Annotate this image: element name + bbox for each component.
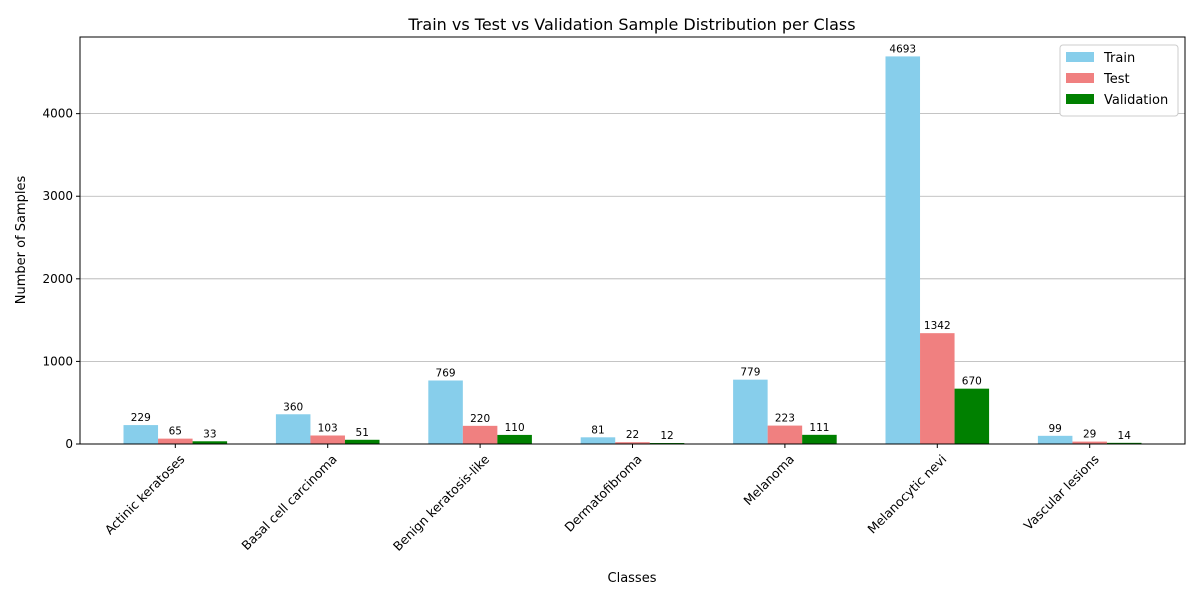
y-tick-label: 0: [65, 437, 73, 451]
y-tick-label: 2000: [42, 272, 73, 286]
chart-title: Train vs Test vs Validation Sample Distr…: [407, 15, 855, 34]
bar-value-label: 81: [591, 424, 604, 436]
bar-train: [428, 380, 463, 444]
bar-test: [1072, 441, 1107, 444]
legend-swatch-test: [1066, 73, 1094, 83]
bar-validation: [1106, 442, 1142, 444]
bar-value-label: 29: [1083, 429, 1096, 441]
bar-train: [580, 437, 616, 444]
bar-train: [123, 425, 159, 444]
bar-value-label: 670: [962, 376, 982, 388]
bar-train: [275, 414, 311, 444]
legend-swatch-train: [1066, 52, 1094, 62]
bar-value-label: 1342: [924, 320, 951, 332]
x-tick-label: Actinic keratoses: [102, 452, 188, 538]
bar-value-label: 22: [626, 429, 639, 441]
legend-label-validation: Validation: [1104, 93, 1168, 108]
x-tick-label: Vascular lesions: [1020, 452, 1101, 533]
bar-value-label: 99: [1048, 423, 1061, 435]
bar-value-label: 51: [356, 427, 369, 439]
legend-label-test: Test: [1103, 72, 1130, 87]
bar-validation: [344, 439, 380, 444]
bar-validation: [497, 434, 532, 444]
bar-test: [920, 333, 955, 444]
bar-value-label: 33: [203, 428, 216, 440]
bars: [123, 56, 1142, 445]
bar-value-label: 769: [436, 367, 456, 379]
x-tick-label: Dermatofibroma: [561, 452, 644, 535]
bar-test: [462, 425, 498, 444]
bar-train: [885, 56, 921, 445]
y-tick-label: 4000: [42, 107, 73, 121]
bar-value-label: 223: [775, 413, 795, 425]
legend-label-train: Train: [1103, 51, 1135, 66]
y-axis-label: Number of Samples: [14, 176, 29, 305]
bar-value-label: 111: [809, 422, 829, 434]
bar-validation: [954, 388, 990, 444]
bar-value-label: 103: [318, 422, 338, 434]
bar-value-label: 779: [740, 367, 760, 379]
y-axis: 0 1000 2000 3000 4000: [42, 107, 80, 451]
x-tick-label: Melanoma: [740, 452, 797, 509]
legend: Train Test Validation: [1059, 44, 1179, 117]
x-axis: Actinic keratoses Basal cell carcinoma Ben…: [102, 444, 1102, 554]
legend-swatch-validation: [1066, 94, 1094, 104]
x-axis-label: Classes: [608, 571, 657, 586]
bar-validation: [192, 441, 228, 444]
bar-value-label: 110: [505, 422, 525, 434]
bar-train: [1037, 435, 1073, 444]
bar-validation: [802, 434, 837, 444]
bar-value-labels: 229 65 33 360 103 51 769 220 110 81 22 12 779 223 111 4…: [131, 43, 1131, 442]
bar-value-label: 360: [283, 401, 303, 413]
gridlines: [80, 113, 1185, 445]
bar-test: [767, 425, 803, 444]
bar-value-label: 229: [131, 412, 151, 424]
bar-test: [310, 435, 345, 444]
bar-value-label: 220: [470, 413, 490, 425]
bar-test: [615, 442, 650, 444]
plot-frame: [79, 36, 1186, 445]
x-tick-label: Basal cell carcinoma: [238, 452, 339, 553]
bar-test: [158, 438, 193, 444]
y-tick-label: 1000: [42, 354, 73, 368]
bar-value-label: 14: [1118, 430, 1132, 442]
x-tick-label: Melanocytic nevi: [864, 452, 949, 537]
bar-value-label: 12: [660, 430, 673, 442]
y-tick-label: 3000: [42, 189, 73, 203]
bar-train: [733, 379, 768, 444]
bar-value-label: 65: [169, 426, 182, 438]
bar-value-label: 4693: [889, 43, 916, 55]
x-tick-label: Benign keratosis-like: [390, 451, 493, 554]
